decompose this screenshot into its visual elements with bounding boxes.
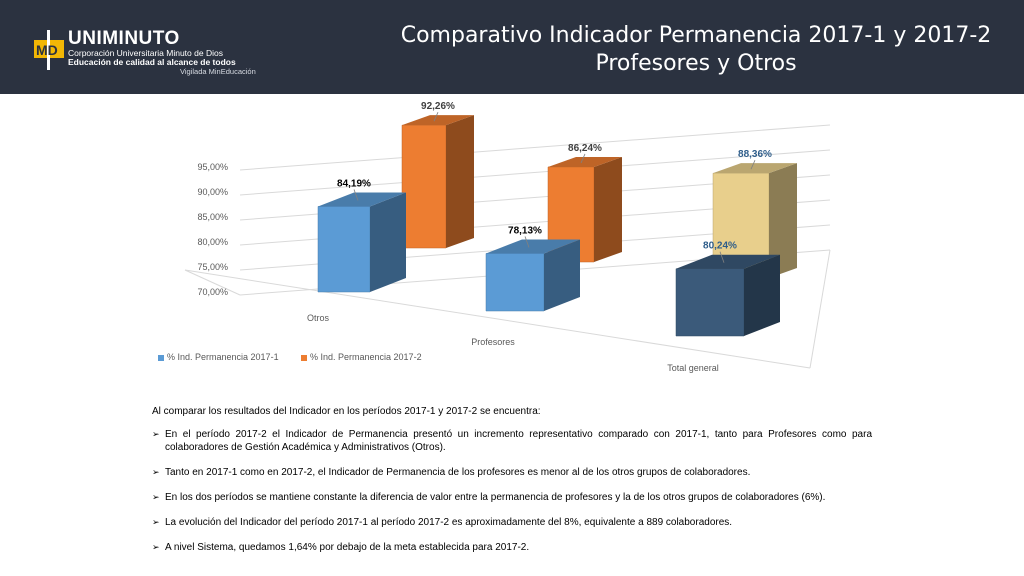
bar-2017-2-side — [446, 115, 474, 248]
arrowhead-bullet-icon: ➢ — [152, 492, 160, 502]
gridline — [239, 149, 831, 196]
bar-2017-2-top — [402, 115, 474, 126]
bar-2017-1-top — [318, 192, 406, 207]
bar-2017-2-front — [401, 124, 447, 249]
legend-swatch — [301, 354, 307, 361]
arrowhead-bullet-icon: ➢ — [152, 467, 160, 477]
y-tick-label: 95,00% — [197, 162, 228, 172]
gridline — [239, 124, 831, 171]
list-item-text: A nivel Sistema, quedamos 1,64% por deba… — [165, 542, 530, 553]
bar-2017-2-top — [548, 156, 622, 167]
bar-2017-1-side — [370, 192, 406, 292]
title-line-2: Profesores y Otros — [595, 51, 797, 76]
bar-2017-1-top — [486, 239, 580, 254]
y-tick-label: 80,00% — [197, 237, 228, 247]
summary-list: ➢ En el período 2017-2 el Indicador de Pe… — [152, 428, 872, 554]
arrowhead-bullet-icon: ➢ — [152, 517, 160, 527]
y-tick-label: 70,00% — [197, 287, 228, 297]
list-item: ➢ En el período 2017-2 el Indicador de Pe… — [152, 428, 872, 454]
legend-item-2017-1: % Ind. Permanencia 2017-1 — [158, 352, 279, 362]
list-item-text: La evolución del Indicador del período 2… — [165, 517, 733, 528]
arrowhead-bullet-icon: ➢ — [152, 542, 160, 552]
data-label-2017-2: 92,26% — [421, 101, 455, 112]
data-label-2017-1: 80,24% — [703, 241, 737, 252]
list-item-text: Tanto en 2017-1 como en 2017-2, el Indic… — [165, 467, 751, 478]
floor-edge-front — [184, 269, 811, 369]
y-tick-label: 75,00% — [197, 262, 228, 272]
md-logo-icon: MD — [34, 30, 64, 70]
bar-2017-1-front — [485, 253, 545, 312]
bar-2017-1-top — [676, 254, 780, 269]
floor-edge-left — [184, 269, 241, 296]
bar-2017-1-front — [317, 206, 371, 293]
legend-label: % Ind. Permanencia 2017-1 — [167, 352, 279, 362]
bar-chart: 70,00% 75,00% 80,00% 85,00% 90,00% 95,00% Otro… — [150, 100, 870, 390]
leader-line — [524, 236, 530, 248]
category-label: Total general — [667, 363, 719, 373]
list-item-text: En los dos períodos se mantiene constant… — [165, 492, 826, 503]
bar-2017-2-side — [594, 156, 622, 262]
y-tick-label: 85,00% — [197, 212, 228, 222]
leader-line — [719, 251, 725, 263]
legend-swatch — [158, 354, 164, 361]
legend-label: % Ind. Permanencia 2017-2 — [310, 352, 422, 362]
list-item-text: En el período 2017-2 el Indicador de Per… — [165, 429, 872, 453]
list-item: ➢ En los dos períodos se mantiene constan… — [152, 491, 872, 504]
data-label-2017-1: 84,19% — [337, 178, 371, 189]
page-title: Comparativo Indicador Permanencia 2017-1… — [386, 22, 1006, 78]
chart-canvas: 70,00% 75,00% 80,00% 85,00% 90,00% 95,00% Otro… — [184, 101, 831, 373]
list-item: ➢ A nivel Sistema, quedamos 1,64% por deb… — [152, 541, 872, 554]
leader-line — [353, 189, 359, 201]
list-item: ➢ La evolución del Indicador del período … — [152, 516, 872, 529]
list-item: ➢ Tanto en 2017-1 como en 2017-2, el Indi… — [152, 466, 872, 479]
y-tick-label: 90,00% — [197, 187, 228, 197]
title-line-1: Comparativo Indicador Permanencia 2017-1… — [400, 23, 992, 48]
floor-edge-right — [809, 249, 831, 369]
data-label-2017-2: 88,36% — [738, 149, 772, 160]
data-label-2017-2: 86,24% — [568, 143, 602, 154]
legend-item-2017-2: % Ind. Permanencia 2017-2 — [301, 352, 422, 362]
logo-slogan: Educación de calidad al alcance de todos — [68, 57, 236, 67]
logo-vigilada: Vigilada MinEducación — [180, 67, 256, 76]
category-label: Profesores — [471, 337, 515, 347]
summary-intro: Al comparar los resultados del Indicador… — [152, 406, 541, 417]
data-label-2017-1: 78,13% — [508, 225, 542, 236]
bar-2017-1-front — [675, 268, 745, 337]
leader-line — [433, 111, 439, 122]
logo-name: UNIMINUTO — [68, 28, 180, 49]
bar-2017-2-top — [713, 163, 797, 174]
bar-2017-2-side — [769, 163, 797, 278]
leader-line — [750, 160, 756, 170]
leader-line — [580, 153, 586, 164]
svg-text:MD: MD — [36, 42, 58, 58]
arrowhead-bullet-icon: ➢ — [152, 429, 160, 439]
bar-2017-1-side — [744, 254, 780, 336]
uniminuto-logo: MD UNIMINUTO Corporación Universitaria M… — [34, 26, 256, 78]
header-bar: MD UNIMINUTO Corporación Universitaria M… — [0, 0, 1024, 94]
logo-subtitle: Corporación Universitaria Minuto de Dios — [68, 48, 223, 58]
summary-text: Al comparar los resultados del Indicador… — [152, 405, 872, 566]
category-label: Otros — [307, 313, 330, 323]
bar-2017-1-side — [544, 239, 580, 311]
